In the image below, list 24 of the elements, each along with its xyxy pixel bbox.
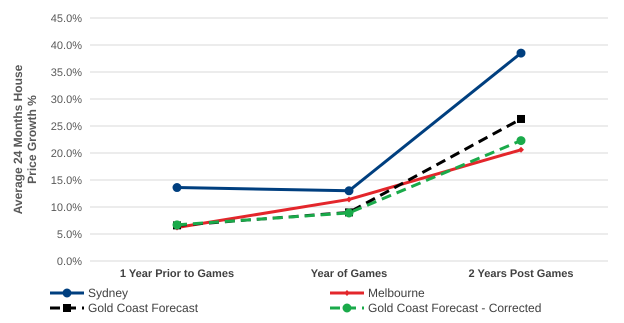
point: [518, 146, 524, 153]
x-tick-label: 1 Year Prior to Games: [120, 268, 234, 280]
x-tick-label: Year of Games: [310, 268, 388, 280]
point: [517, 114, 525, 123]
y-tick-label: 35.0%: [50, 66, 82, 79]
legend-label: Gold Coast Forecast - Corrected: [368, 300, 542, 314]
legend-label: Melbourne: [368, 286, 425, 300]
point: [516, 48, 526, 58]
y-tick-label: 5.0%: [56, 228, 82, 241]
y-tick-label: 15.0%: [50, 174, 82, 187]
legend-label: Gold Coast Forecast: [88, 300, 198, 314]
point: [172, 183, 182, 192]
y-axis-title: Average 24 Months House Price Growth %: [11, 64, 39, 214]
y-tick-label: 0.0%: [56, 256, 82, 268]
point: [516, 136, 526, 146]
y-tick-label: 10.0%: [50, 202, 82, 214]
y-tick-label: 45.0%: [50, 12, 82, 25]
y-tick-label: 30.0%: [50, 94, 82, 106]
x-tick-label: 2 Years Post Games: [468, 268, 574, 280]
y-tick-label: 40.0%: [50, 40, 82, 52]
y-tick-label: 20.0%: [50, 148, 82, 160]
point: [344, 186, 354, 196]
y-tick-label: 25.0%: [50, 120, 82, 133]
legend-label: Sydney: [88, 286, 128, 300]
